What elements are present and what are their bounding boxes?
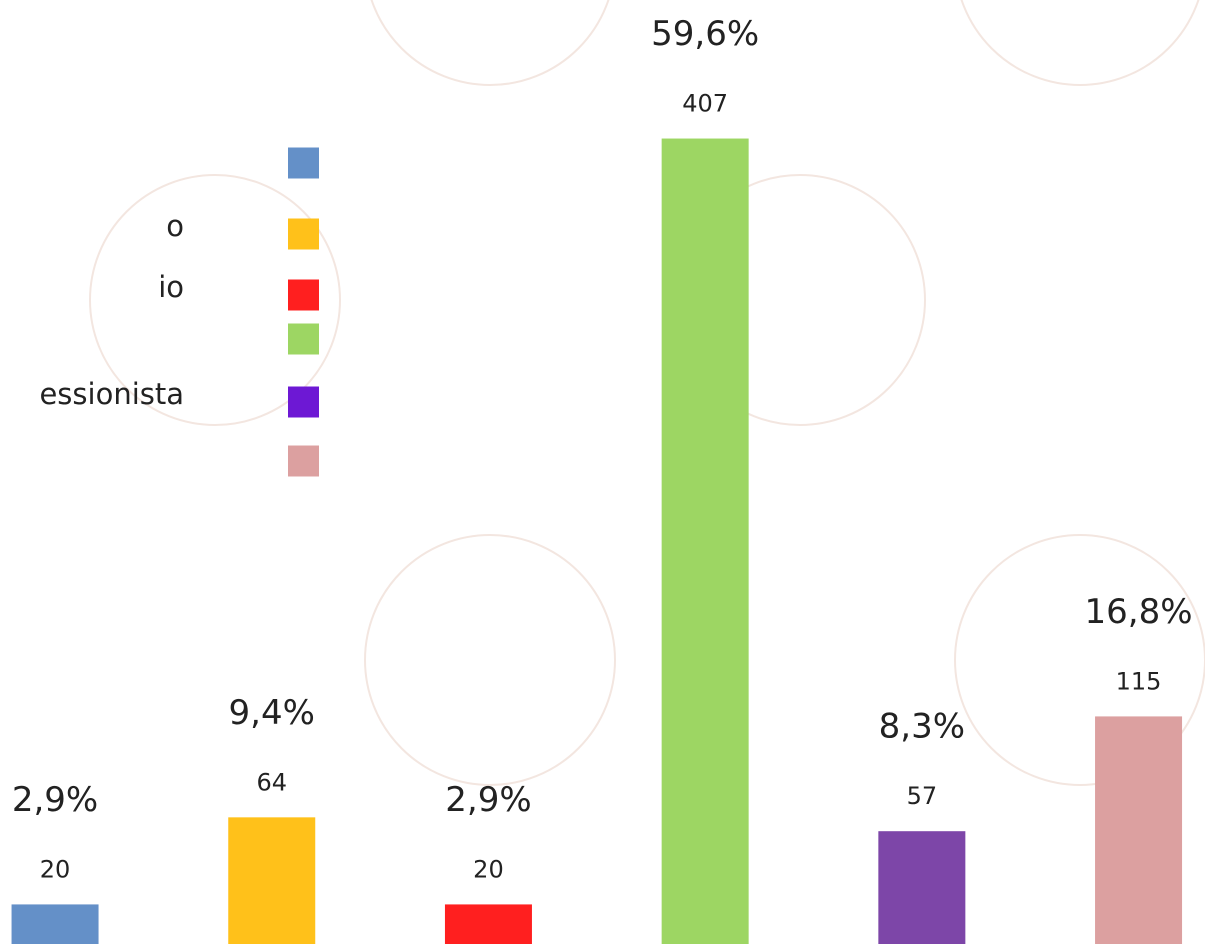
legend-swatch	[288, 324, 319, 355]
legend-label: essionista	[39, 377, 184, 411]
percent-label: 16,8%	[1085, 592, 1193, 632]
percent-label: 2,9%	[445, 780, 531, 820]
legend-swatch	[288, 446, 319, 477]
bar	[662, 139, 749, 944]
count-label: 20	[40, 855, 71, 883]
percent-label: 2,9%	[12, 780, 98, 820]
percent-label: 8,3%	[879, 707, 965, 747]
legend-swatch	[288, 387, 319, 418]
count-label: 115	[1116, 667, 1162, 695]
legend-swatch	[288, 219, 319, 250]
watermark	[365, 535, 615, 785]
watermark	[955, 0, 1205, 85]
legend-label: io	[158, 270, 184, 304]
chart: 20 2,9% 64 9,4% 20 2,9% 407 59,6% 57 8,3% 115 16,8%…	[0, 0, 1205, 944]
legend-swatch	[288, 148, 319, 179]
legend-swatch	[288, 280, 319, 311]
watermarks	[90, 0, 1205, 785]
page: 20 2,9% 64 9,4% 20 2,9% 407 59,6% 57 8,3% 115 16,8%…	[0, 0, 1205, 944]
bar	[228, 817, 315, 944]
count-label: 64	[256, 768, 287, 796]
bar	[1095, 716, 1182, 944]
bar	[878, 831, 965, 944]
bar	[445, 904, 532, 944]
bar	[12, 904, 99, 944]
count-label: 20	[473, 855, 504, 883]
count-label: 407	[682, 90, 728, 118]
percent-label: 59,6%	[651, 14, 759, 54]
watermark	[365, 0, 615, 85]
legend-label: o	[166, 209, 184, 243]
count-label: 57	[907, 782, 938, 810]
percent-label: 9,4%	[229, 693, 315, 733]
